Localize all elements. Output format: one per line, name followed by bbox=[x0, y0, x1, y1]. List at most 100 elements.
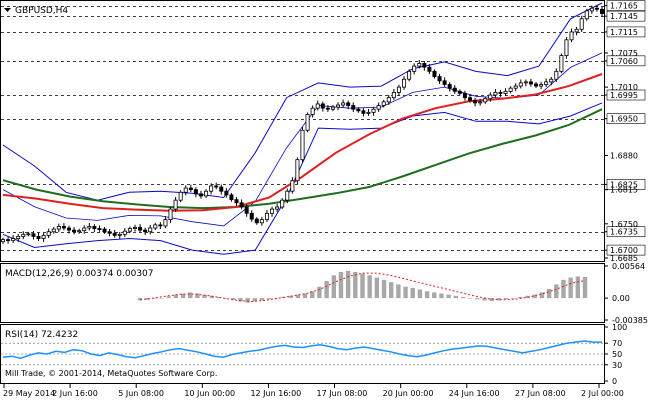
bull-candle bbox=[295, 159, 300, 182]
macd-histogram-bar bbox=[374, 277, 380, 299]
bear-candle bbox=[143, 229, 148, 233]
price-tick-label: 1.7165 bbox=[610, 2, 638, 11]
macd-histogram-bar bbox=[245, 298, 250, 303]
bull-candle bbox=[168, 208, 173, 221]
price-level-box bbox=[606, 10, 646, 22]
macd-histogram-bar bbox=[331, 275, 336, 299]
macd-histogram-bar bbox=[575, 276, 581, 299]
symbol-dropdown-icon[interactable] bbox=[4, 8, 11, 12]
bear-candle bbox=[437, 76, 442, 82]
macd-layer bbox=[137, 270, 588, 303]
macd-histogram-bar bbox=[188, 292, 193, 299]
bear-candle bbox=[61, 226, 66, 229]
rsi-tick-label: 100 bbox=[612, 323, 627, 332]
price-tick-label: 1.7115 bbox=[610, 28, 638, 37]
macd-histogram-bar bbox=[288, 295, 293, 299]
price-tick-label: 1.6815 bbox=[610, 186, 638, 195]
bear-candle bbox=[534, 83, 539, 87]
bull-candle bbox=[264, 212, 269, 221]
price-level-box bbox=[606, 179, 646, 190]
bear-candle bbox=[473, 99, 478, 104]
bear-candle bbox=[72, 229, 77, 233]
bull-candle bbox=[173, 199, 178, 210]
bull-candle bbox=[549, 78, 554, 83]
bear-candle bbox=[468, 97, 473, 101]
bear-candle bbox=[325, 107, 330, 110]
time-tick-label: 12 Jun 16:00 bbox=[250, 389, 301, 398]
macd-histogram-bar bbox=[446, 294, 451, 299]
bear-candle bbox=[356, 108, 361, 112]
bull-candle bbox=[503, 90, 508, 94]
bull-candle bbox=[508, 87, 513, 92]
bear-candle bbox=[361, 110, 366, 114]
bull-candle bbox=[122, 230, 127, 235]
price-tick-label: 1.6685 bbox=[610, 254, 638, 263]
bull-candle bbox=[381, 101, 386, 106]
macd-histogram-bar bbox=[259, 298, 265, 301]
bull-candle bbox=[554, 70, 559, 80]
bull-candle bbox=[417, 63, 422, 67]
bull-candle bbox=[478, 101, 483, 104]
bull-candle bbox=[132, 227, 137, 229]
bull-candle bbox=[87, 226, 92, 229]
macd-title: MACD(12,26,9) 0.00374 0.00307 bbox=[5, 269, 154, 279]
bull-candle bbox=[16, 236, 21, 239]
price-tick-label: 1.7010 bbox=[610, 83, 638, 92]
bull-candle bbox=[305, 114, 310, 131]
price-level-box bbox=[606, 0, 646, 11]
bull-candle bbox=[412, 65, 417, 72]
price-tick-label: 1.7145 bbox=[610, 12, 638, 21]
bull-candle bbox=[371, 108, 376, 113]
macd-tick-label: -0.00385 bbox=[612, 316, 648, 325]
macd-histogram-bar bbox=[173, 294, 179, 299]
macd-histogram-bar bbox=[324, 281, 329, 299]
bear-candle bbox=[452, 87, 457, 92]
price-tick-label: 1.7075 bbox=[610, 49, 638, 58]
bull-candle bbox=[488, 94, 493, 100]
price-tick-label: 1.6825 bbox=[610, 180, 638, 189]
bull-candle bbox=[275, 206, 280, 210]
bull-candle bbox=[77, 230, 82, 233]
bull-candle bbox=[51, 228, 56, 233]
bull-candle bbox=[163, 219, 168, 227]
rsi-line bbox=[2, 340, 602, 360]
bull-candle bbox=[483, 98, 488, 103]
time-tick-label: 24 Jun 16:00 bbox=[449, 389, 500, 398]
macd-histogram-bar bbox=[166, 296, 171, 299]
price-level-box bbox=[606, 226, 646, 238]
macd-histogram-bar bbox=[460, 296, 466, 299]
bull-candle bbox=[559, 55, 564, 72]
macd-histogram-bar bbox=[389, 282, 394, 299]
price-level-box bbox=[606, 55, 646, 67]
macd-histogram-bar bbox=[238, 298, 243, 302]
copyright-text: Mill Trade, © 2001-2014, MetaQuotes Soft… bbox=[5, 369, 217, 378]
macd-histogram-bar bbox=[202, 294, 207, 299]
price-level-box bbox=[606, 89, 646, 101]
macd-histogram-bar bbox=[159, 298, 164, 299]
macd-histogram-bar bbox=[317, 286, 322, 299]
bear-candle bbox=[102, 228, 107, 233]
price-tick-label: 1.7060 bbox=[610, 57, 638, 66]
price-level-box bbox=[606, 113, 646, 124]
bear-candle bbox=[66, 227, 71, 231]
macd-histogram-bar bbox=[195, 293, 200, 299]
axis-layer: 1.71651.71451.71151.70751.70601.70101.69… bbox=[3, 0, 648, 398]
bear-candle bbox=[92, 226, 97, 229]
macd-histogram-bar bbox=[345, 270, 351, 299]
rsi-tick-label: 70 bbox=[612, 339, 622, 348]
bull-candle bbox=[209, 185, 214, 192]
bull-candle bbox=[259, 219, 264, 224]
macd-histogram-bar bbox=[511, 298, 516, 299]
bull-candle bbox=[376, 105, 381, 110]
rsi-tick-label: 30 bbox=[612, 361, 622, 370]
macd-histogram-bar bbox=[381, 279, 387, 299]
bull-candle bbox=[153, 224, 158, 229]
bull-candle bbox=[336, 104, 341, 108]
bull-candle bbox=[589, 7, 594, 12]
bear-candle bbox=[346, 102, 351, 106]
macd-histogram-bar bbox=[539, 292, 545, 299]
bull-candle bbox=[523, 81, 528, 84]
bull-candle bbox=[46, 231, 51, 236]
bollinger-lower-line bbox=[2, 102, 603, 255]
